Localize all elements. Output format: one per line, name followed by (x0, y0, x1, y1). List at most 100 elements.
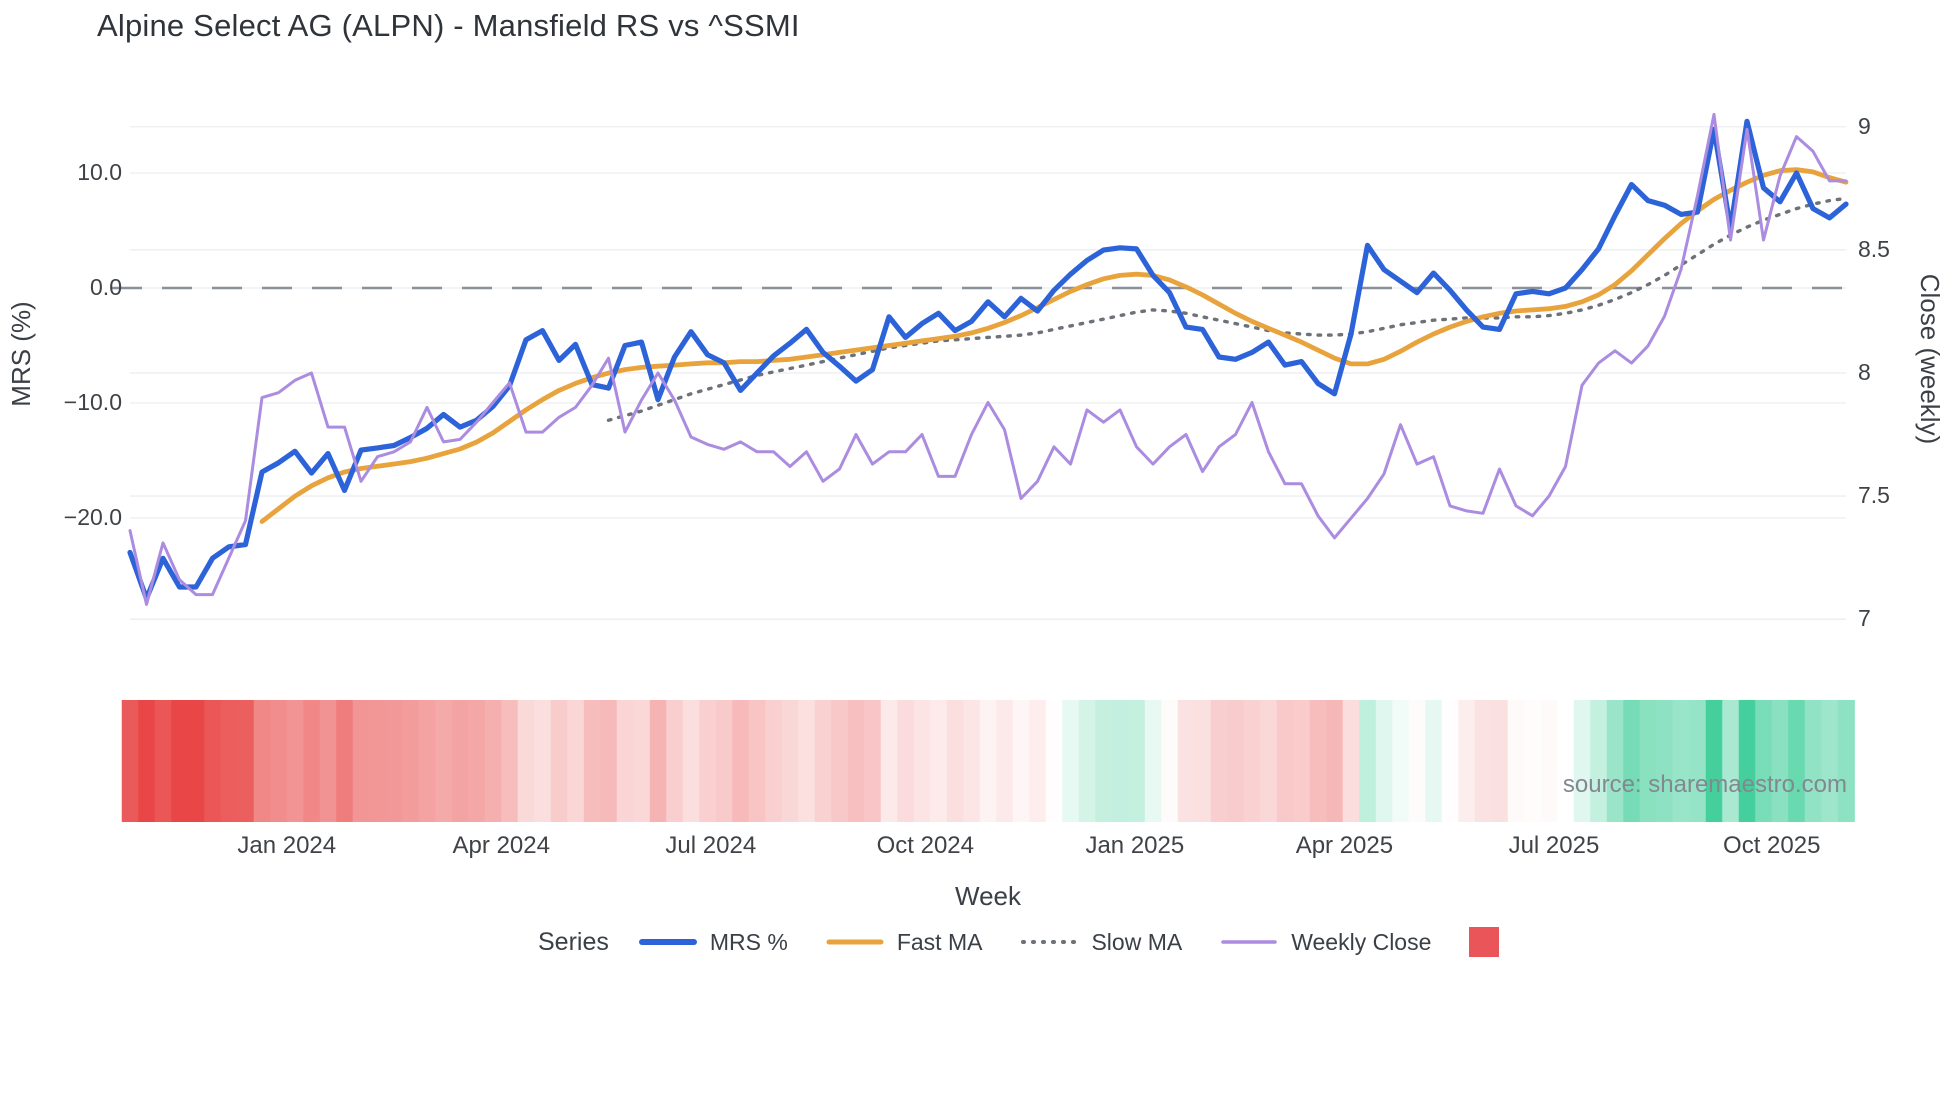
right-axis-tick-label: 7.5 (1858, 482, 1890, 509)
heatmap-cell (550, 700, 568, 822)
heatmap-cell (1062, 700, 1080, 822)
heatmap-cell (781, 700, 799, 822)
heatmap-cell (1326, 700, 1344, 822)
heatmap-cell (930, 700, 948, 822)
heatmap-cell (435, 700, 453, 822)
heatmap-cell (1837, 700, 1855, 822)
heatmap-cell (1755, 700, 1773, 822)
x-axis-tick-label: Jan 2025 (1085, 832, 1185, 859)
heatmap-cell (897, 700, 915, 822)
heatmap-cell (1507, 700, 1525, 822)
heatmap-cell (1738, 700, 1756, 822)
fast-ma-line (259, 167, 1849, 524)
heatmap-cell (913, 700, 931, 822)
x-axis-tick-label: Apr 2025 (1295, 832, 1394, 859)
x-axis-tick-label: Jan 2024 (237, 832, 337, 859)
legend-title: Series (538, 927, 609, 956)
heatmap-cell (633, 700, 651, 822)
heatmap-cell (253, 700, 271, 822)
heatmap-cell (171, 700, 189, 822)
legend-item-weekly-close: Weekly Close (1220, 929, 1431, 956)
series-legend: Series MRS % Fast MA Slow MA Weekly Clos… (538, 920, 1500, 964)
mrs-line-swatch-icon (638, 939, 697, 945)
legend-item-slow-ma: Slow MA (1020, 929, 1182, 956)
mrs-line (127, 118, 1849, 602)
heatmap-cell (1458, 700, 1476, 822)
heatmap-cell (1656, 700, 1674, 822)
heatmap-cell (748, 700, 766, 822)
legend-label-fast-ma: Fast MA (896, 928, 983, 955)
heatmap-cell (649, 700, 667, 822)
heatmap-cell (1540, 700, 1558, 822)
heatmap-cell (352, 700, 370, 822)
heatmap-cell (1722, 700, 1740, 822)
heatmap-cell (1029, 700, 1047, 822)
heatmap-cell (682, 700, 700, 822)
heatmap-cell (336, 700, 354, 822)
right-axis-tick-label: 7 (1858, 605, 1871, 632)
heatmap-cell (583, 700, 601, 822)
heatmap-cell (534, 700, 552, 822)
heatmap-cell (1474, 700, 1492, 822)
right-axis-tick-label: 8.5 (1858, 235, 1890, 262)
heatmap-cell (814, 700, 832, 822)
heatmap-cell (1012, 700, 1030, 822)
heatmap-cell (468, 700, 486, 822)
legend-label-slow-ma: Slow MA (1091, 928, 1183, 955)
heatmap-cell (220, 700, 238, 822)
heatmap-cell (270, 700, 288, 822)
heatmap-cell (666, 700, 684, 822)
heatmap-cell (1210, 700, 1228, 822)
heatmap-cell (1672, 700, 1690, 822)
heatmap-cell (138, 700, 156, 822)
slow-ma-line (606, 196, 1848, 422)
heatmap-cell (484, 700, 502, 822)
slow-ma-dotted-swatch-icon (1021, 940, 1078, 944)
heatmap-cell (187, 700, 205, 822)
x-axis-tick-label: Oct 2025 (1723, 832, 1821, 859)
heatmap-cell (1524, 700, 1542, 822)
heatmap-cell (831, 700, 849, 822)
heatmap-cell (286, 700, 304, 822)
legend-item-mrs: MRS % (638, 928, 788, 956)
heatmap-cell (1821, 700, 1839, 822)
x-axis-title: Week (955, 881, 1021, 911)
legend-item-fast-ma: Fast MA (826, 928, 983, 956)
heatmap-cell (732, 700, 750, 822)
heatmap-cell (1606, 700, 1624, 822)
legend-label-weekly-close: Weekly Close (1291, 928, 1432, 955)
heatmap-cell (501, 700, 519, 822)
x-axis-tick-label: Jul 2025 (1508, 832, 1600, 859)
heatmap-cell (1243, 700, 1261, 822)
heatmap-cell (204, 700, 222, 822)
heatmap-cell (864, 700, 882, 822)
heatmap-cell (946, 700, 964, 822)
heatmap-cell (1260, 700, 1278, 822)
heatmap-cell (1425, 700, 1443, 822)
heatmap-cell (1276, 700, 1294, 822)
left-axis-tick-label: −20.0 (63, 504, 122, 530)
heatmap-cell (1078, 700, 1096, 822)
heatmap-cell (1441, 700, 1459, 822)
weekly-close-line (128, 112, 1848, 606)
heatmap-cell (847, 700, 865, 822)
heatmap-cell (1408, 700, 1426, 822)
heatmap-cell (1689, 700, 1707, 822)
left-axis-tick-label: 10.0 (77, 159, 122, 185)
heatmap-cell (1771, 700, 1789, 822)
legend-label-mrs: MRS % (709, 928, 788, 955)
heatmap-cell (237, 700, 255, 822)
heatmap-cell (451, 700, 469, 822)
heatmap-cell (979, 700, 997, 822)
page-title: Alpine Select AG (ALPN) - Mansfield RS v… (97, 8, 800, 43)
heatmap-cell (798, 700, 816, 822)
right-axis-title: Close (weekly) (1915, 273, 1945, 445)
heatmap-cell (1293, 700, 1311, 822)
heatmap-cell (1177, 700, 1195, 822)
heatmap-cell (1788, 700, 1806, 822)
x-axis-tick-label: Jul 2024 (665, 832, 757, 859)
heatmap-cell (765, 700, 783, 822)
heatmap-cell (1590, 700, 1608, 822)
